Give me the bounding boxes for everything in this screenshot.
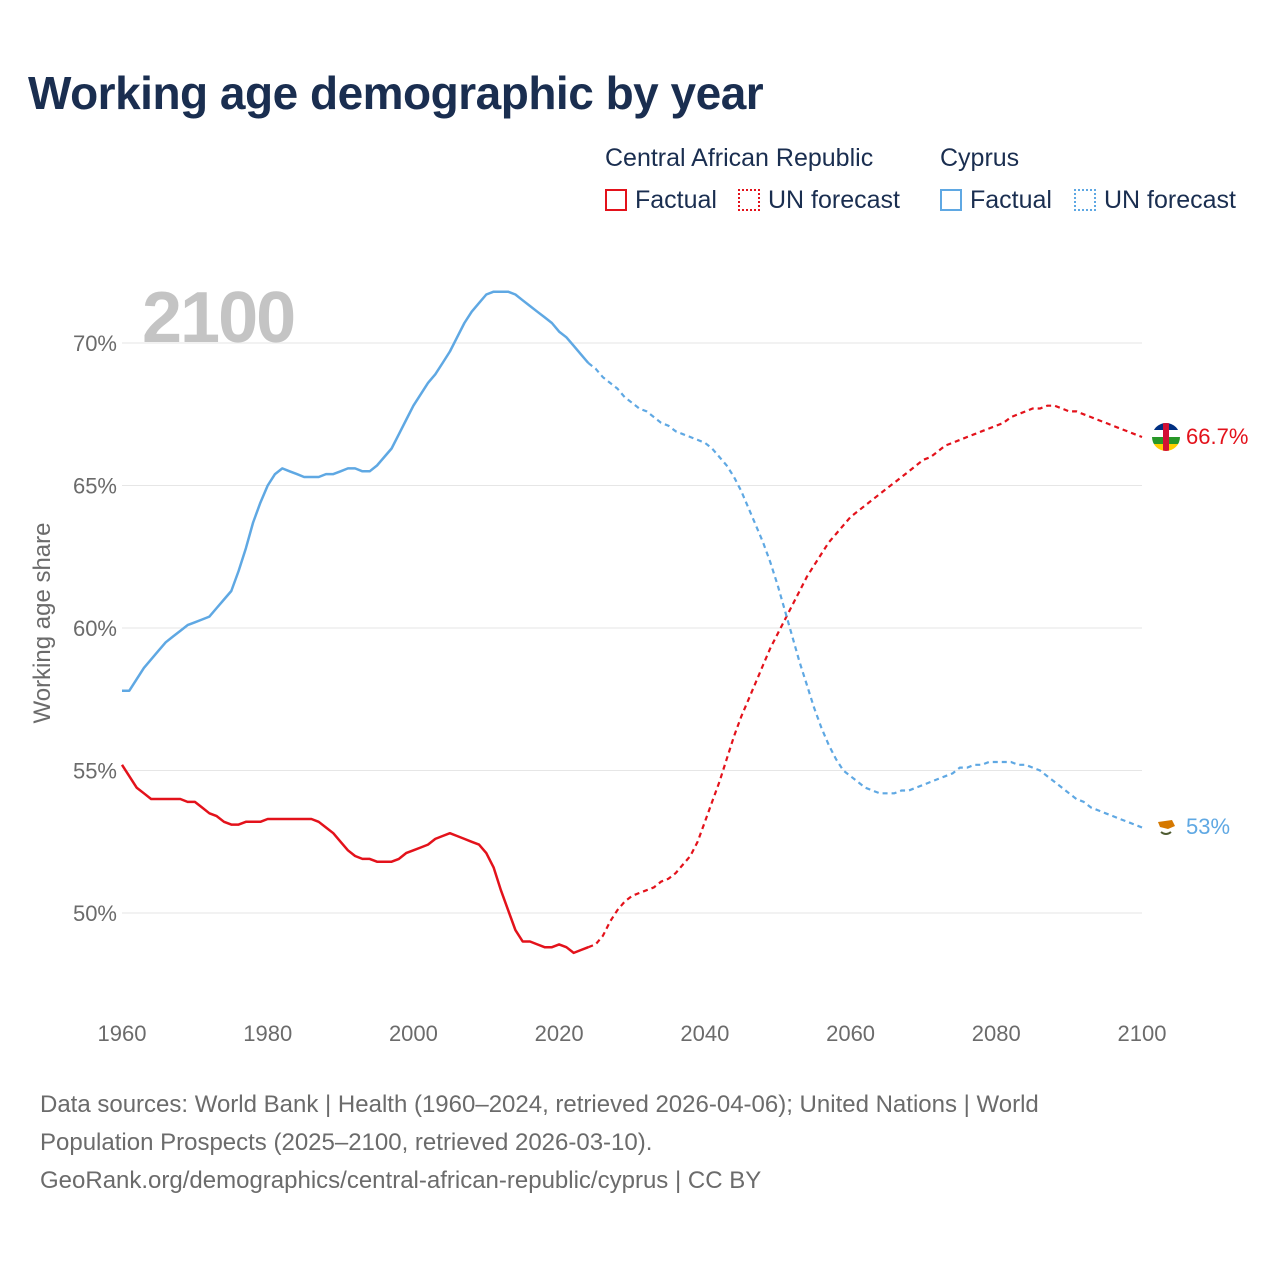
y-tick-label: 70% <box>73 331 117 356</box>
legend-group-car: Central African Republic <box>605 144 874 172</box>
legend-swatch-dotted <box>1074 189 1096 211</box>
line-chart: 2100 50% 55% 60% 65% 70% 1960 1980 2000 2020 204… <box>29 278 1248 1046</box>
x-tick-label: 1960 <box>98 1021 147 1046</box>
source-note: Data sources: World Bank | Health (1960–… <box>40 1086 1220 1200</box>
x-tick-label: 2100 <box>1118 1021 1167 1046</box>
source-line-3[interactable]: GeoRank.org/demographics/central-african… <box>40 1167 762 1194</box>
legend-swatch-solid <box>605 189 627 211</box>
x-tick-label: 1980 <box>243 1021 292 1046</box>
series-line-car-forecast[interactable] <box>587 404 1143 949</box>
legend-label: UN forecast <box>768 185 900 214</box>
y-tick-label: 65% <box>73 474 117 499</box>
source-line-1: Data sources: World Bank | Health (1960–… <box>40 1091 1039 1118</box>
year-watermark: 2100 <box>142 278 294 358</box>
x-tick-label: 2020 <box>535 1021 584 1046</box>
legend-label: UN forecast <box>1104 185 1236 214</box>
end-label-cyprus: 53% <box>1186 814 1230 839</box>
legend-item-cyprus-forecast[interactable]: UN forecast <box>1074 186 1236 214</box>
y-tick-label: 55% <box>73 759 117 784</box>
legend-item-car-forecast[interactable]: UN forecast <box>738 186 900 214</box>
y-axis-ticks: 50% 55% 60% 65% 70% <box>73 331 117 926</box>
y-tick-label: 50% <box>73 901 117 926</box>
source-line-2: Population Prospects (2025–2100, retriev… <box>40 1129 653 1156</box>
legend-item-car-factual[interactable]: Factual <box>605 186 717 214</box>
end-label-car: 66.7% <box>1186 424 1248 449</box>
x-axis-ticks: 1960 1980 2000 2020 2040 2060 2080 2100 <box>98 1021 1167 1046</box>
series-line-car-factual[interactable] <box>120 764 589 955</box>
x-tick-label: 2060 <box>826 1021 875 1046</box>
y-axis-label: Working age share <box>29 523 56 724</box>
chart-title: Working age demographic by year <box>28 67 764 119</box>
x-tick-label: 2080 <box>972 1021 1021 1046</box>
legend-item-cyprus-factual[interactable]: Factual <box>940 186 1052 214</box>
grid-lines <box>122 342 1142 914</box>
x-tick-label: 2040 <box>680 1021 729 1046</box>
legend-label: Factual <box>970 185 1052 214</box>
legend-swatch-solid <box>940 189 962 211</box>
y-tick-label: 60% <box>73 616 117 641</box>
flag-car-icon <box>1152 423 1180 451</box>
series-line-cyprus-factual[interactable] <box>122 290 590 692</box>
series-line-cyprus-forecast[interactable] <box>587 362 1143 829</box>
series-lines <box>120 290 1143 955</box>
flag-cyprus-icon <box>1154 815 1178 839</box>
x-tick-label: 2000 <box>389 1021 438 1046</box>
legend-label: Factual <box>635 185 717 214</box>
legend-group-cyprus: Cyprus <box>940 144 1020 172</box>
legend-swatch-dotted <box>738 189 760 211</box>
